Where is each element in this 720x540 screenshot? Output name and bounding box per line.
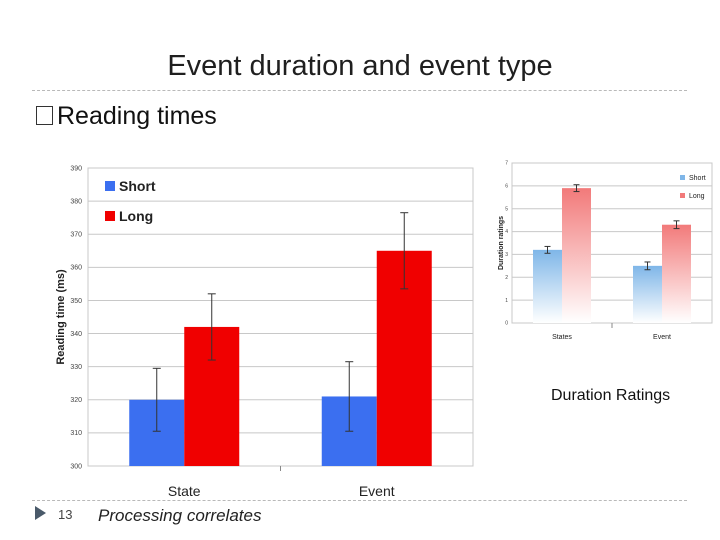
y-tick-label: 330 xyxy=(70,364,82,371)
x-tick-label: States xyxy=(552,334,572,341)
y-tick-label: 370 xyxy=(70,232,82,239)
x-tick-label: Event xyxy=(653,334,671,341)
legend-swatch xyxy=(680,193,685,198)
y-tick-label: 6 xyxy=(505,184,508,190)
footer-divider xyxy=(32,500,687,501)
checkbox-bullet-icon xyxy=(36,106,53,125)
y-tick-label: 360 xyxy=(70,265,82,272)
duration-ratings-chart: 0 1 2 3 4 5 6 7 Duration ratings States Event Short… xyxy=(498,161,713,341)
y-tick-label: 320 xyxy=(70,397,82,404)
legend-label: Short xyxy=(119,178,156,194)
bar-short-event xyxy=(633,265,662,323)
y-tick-label: 7 xyxy=(505,161,508,167)
bar-long-states xyxy=(562,188,591,323)
y-axis-label: Reading time (ms) xyxy=(55,269,67,365)
y-tick-label: 0 xyxy=(505,321,508,327)
y-tick-label: 2 xyxy=(505,275,508,281)
x-tick-label: State xyxy=(168,483,201,499)
y-tick-label: 310 xyxy=(70,430,82,437)
y-tick-label: 350 xyxy=(70,298,82,305)
bullet-text: Reading times xyxy=(57,102,217,130)
y-axis-label: Duration ratings xyxy=(498,216,505,270)
y-tick-label: 1 xyxy=(505,298,508,304)
legend-label: Short xyxy=(689,175,706,182)
y-tick-label: 300 xyxy=(70,463,82,470)
slide-title: Event duration and event type xyxy=(167,50,553,82)
footer-triangle-icon xyxy=(35,506,46,520)
y-tick-label: 340 xyxy=(70,331,82,338)
bar-long-event xyxy=(662,224,691,323)
bullet-item: Reading times xyxy=(36,102,217,131)
legend-swatch xyxy=(105,181,115,191)
y-tick-label: 3 xyxy=(505,252,508,258)
ratings-caption: Duration Ratings xyxy=(551,387,671,404)
legend-label: Long xyxy=(689,193,705,200)
reading-time-chart: 300 310 320 330 340 350 360 370 380 390 Reading ti… xyxy=(55,165,474,499)
y-tick-label: 390 xyxy=(70,165,82,172)
footer-text: Processing correlates xyxy=(98,506,262,525)
x-tick-label: Event xyxy=(359,483,395,499)
page-number: 13 xyxy=(58,507,73,522)
legend-swatch xyxy=(105,211,115,221)
y-tick-label: 5 xyxy=(505,206,508,212)
y-tick-label: 4 xyxy=(505,229,508,235)
title-divider xyxy=(32,90,687,91)
legend-label: Long xyxy=(119,208,153,224)
y-tick-label: 380 xyxy=(70,198,82,205)
legend-swatch xyxy=(680,175,685,180)
bar-short-states xyxy=(533,249,562,323)
